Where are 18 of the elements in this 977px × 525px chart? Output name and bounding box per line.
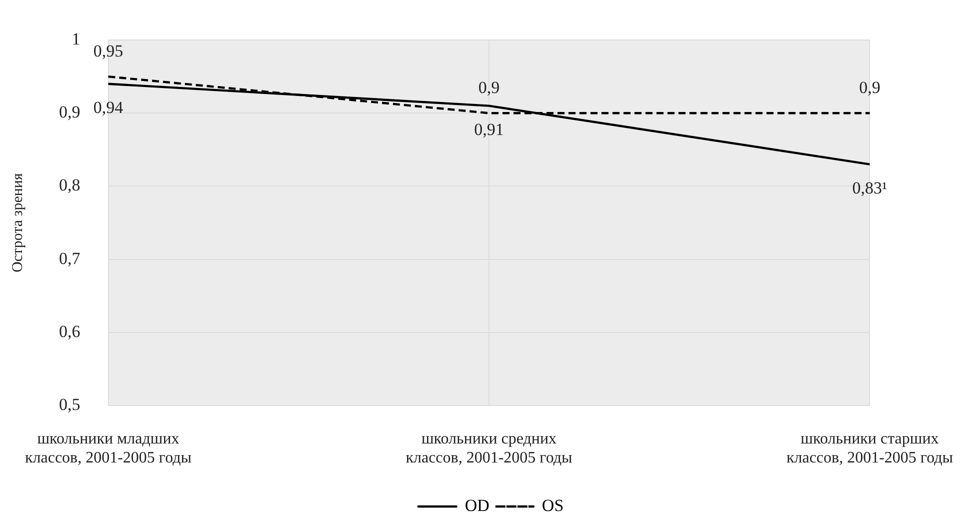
y-tick-label: 0,6 [59,322,80,341]
x-tick-label: школьники младших классов, 2001-2005 годы [24,430,192,467]
y-tick-label: 0,5 [59,395,80,414]
data-label: 0,9 [478,78,500,98]
legend-label: OD [464,496,490,515]
y-tick-label: 0,8 [59,176,80,195]
data-label: 0,91 [474,120,504,139]
data-label: 0,9 [859,78,880,98]
y-tick-label: 0,7 [59,248,81,268]
legend-label: OS [542,496,564,515]
y-tick-label: 1 [72,29,80,48]
data-label: 0,83¹ [852,178,888,198]
x-tick-label: школьники средних классов, 2001-2005 годы [406,430,573,467]
data-label: 0,95 [93,42,124,61]
x-tick-label: школьники старших классов, 2001-2005 годы [786,430,954,467]
y-axis-title: Острота зрения [10,173,26,272]
y-tick-label: 0,9 [59,102,80,122]
data-label: 0,94 [93,98,124,117]
